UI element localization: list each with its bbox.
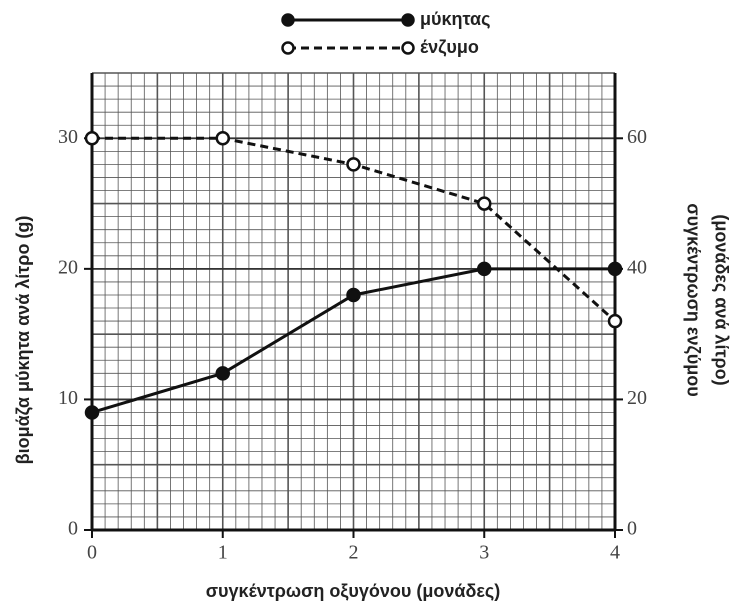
x-axis-label: συγκέντρωση οξυγόνου (μονάδες) [206, 581, 501, 602]
y2-tick-label: 60 [627, 126, 647, 148]
x-tick-label: 2 [349, 542, 359, 564]
x-tick-label: 1 [218, 542, 228, 564]
y2-axis-label: (μονάδες ανά λίτρο) [711, 214, 731, 385]
x-tick-label: 4 [610, 542, 620, 564]
y-tick-label: 30 [58, 126, 78, 148]
y2-tick-label: 0 [627, 518, 637, 540]
point [477, 196, 492, 211]
legend-marker [401, 13, 415, 27]
point [215, 366, 230, 381]
point [346, 287, 361, 303]
point [607, 261, 623, 277]
legend-label: ένζυμο [420, 37, 479, 58]
point [346, 157, 361, 172]
y-tick-label: 0 [68, 518, 78, 540]
y2-tick-label: 20 [627, 387, 647, 409]
point [215, 131, 230, 146]
point [84, 131, 100, 146]
x-tick-label: 3 [479, 542, 489, 564]
y2-axis-label: συγκέντρωση ενζύμου [682, 203, 703, 396]
legend-marker [401, 41, 415, 55]
y-tick-label: 10 [58, 387, 78, 409]
legend-marker [281, 41, 295, 55]
y-tick-label: 20 [58, 256, 78, 278]
y2-tick-label: 40 [627, 256, 647, 278]
x-tick-label: 0 [87, 542, 97, 564]
legend-marker [281, 13, 295, 27]
point [477, 261, 492, 277]
y-axis-label: βιομάζα μύκητα ανά λίτρο (g) [13, 216, 34, 465]
point [84, 405, 100, 420]
legend-label: μύκητας [420, 9, 490, 29]
point [607, 313, 623, 329]
